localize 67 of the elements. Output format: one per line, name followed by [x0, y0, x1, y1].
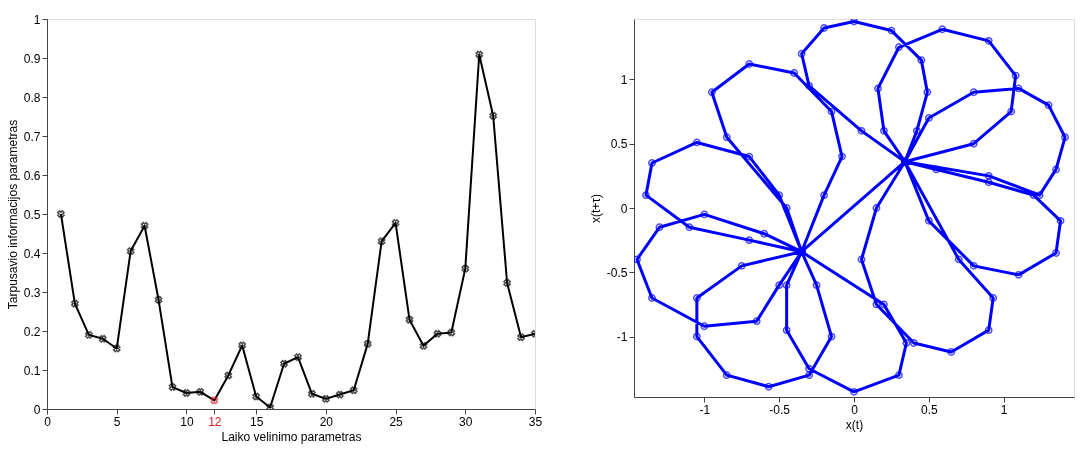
y-tick-label: 0.9	[23, 51, 41, 66]
point	[196, 387, 205, 396]
point	[57, 210, 65, 218]
point	[377, 237, 386, 246]
y-axis-title: x(t+τ)	[588, 193, 603, 224]
y-tick-label: 0.2	[23, 324, 41, 339]
point	[517, 333, 525, 342]
x-axis-title: Laiko velinimo parametras	[221, 429, 362, 444]
point	[71, 299, 79, 308]
x-tick-label: 20	[319, 414, 334, 429]
point	[210, 396, 219, 405]
y-tick-label: 1	[620, 72, 628, 87]
x-tick-label: 1	[1000, 402, 1008, 417]
point	[363, 339, 372, 348]
point	[182, 389, 191, 397]
point	[419, 341, 428, 350]
y-tick-label: 0.8	[23, 90, 41, 105]
x-tick-label: 12	[208, 414, 222, 429]
point	[308, 389, 316, 398]
x-tick-label: 35	[528, 414, 543, 429]
point	[168, 383, 177, 392]
y-tick-label: -1	[616, 330, 628, 345]
x-tick-label: 5	[113, 414, 121, 429]
x-tick-label: 30	[459, 414, 473, 429]
point	[461, 264, 470, 273]
point	[238, 341, 247, 350]
x-tick-label: 0	[851, 402, 859, 417]
point	[489, 111, 498, 120]
point	[349, 386, 358, 395]
point	[335, 390, 344, 399]
y-tick-label: 0.5	[610, 137, 628, 152]
x-tick-label: -0.5	[769, 402, 791, 417]
point	[140, 221, 149, 230]
point	[391, 219, 400, 227]
point	[447, 328, 456, 337]
y-tick-label: 0.4	[23, 246, 41, 261]
point	[154, 295, 163, 304]
y-tick-label: 0.3	[23, 285, 41, 300]
y-tick-label: 1	[33, 12, 41, 27]
point	[475, 50, 484, 59]
x-tick-label: 0.5	[920, 402, 938, 417]
point	[252, 392, 261, 401]
y-tick-label: 0.5	[23, 207, 41, 222]
y-tick-label: -0.5	[606, 265, 628, 280]
point	[126, 247, 135, 255]
point	[294, 353, 302, 362]
point	[433, 329, 442, 338]
y-axis-title: Tarpusavio informacijos parametras	[5, 119, 20, 310]
x-tick-label: 10	[180, 414, 194, 429]
point	[405, 315, 414, 324]
point	[321, 394, 330, 403]
point	[280, 359, 288, 368]
y-tick-label: 0	[620, 201, 628, 216]
point	[266, 403, 274, 409]
x-tick-label: 25	[389, 414, 404, 429]
y-tick-label: 0.6	[23, 168, 41, 183]
point	[98, 334, 107, 343]
y-tick-label: 0.7	[23, 129, 41, 144]
x-tick-label: 0	[44, 414, 52, 429]
x-tick-label: 15	[249, 414, 264, 429]
y-tick-label: 0.1	[23, 363, 41, 378]
point	[112, 344, 121, 353]
point	[84, 331, 93, 339]
x-axis-title: x(t)	[845, 417, 864, 432]
point	[224, 371, 233, 380]
point	[503, 279, 511, 287]
x-tick-label: -1	[699, 402, 711, 417]
